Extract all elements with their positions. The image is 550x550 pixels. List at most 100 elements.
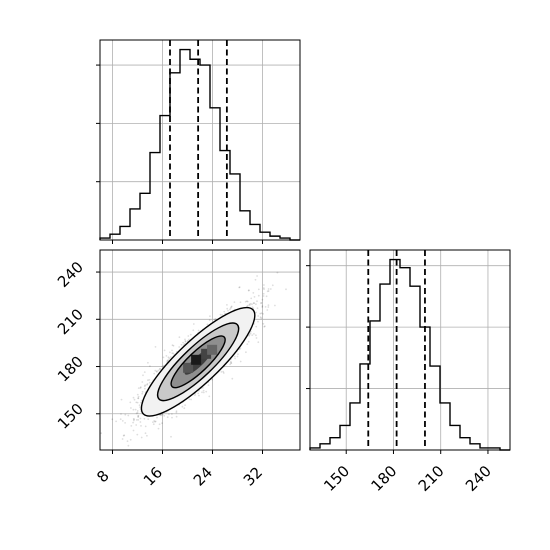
scatter-point [266,309,269,311]
density-peak-cell [191,354,202,365]
scatter-point [121,420,124,422]
scatter-point [171,352,174,355]
scatter-point [260,302,262,305]
scatter-point [144,387,146,390]
scatter-point [180,343,183,346]
scatter-point [134,408,137,411]
scatter-point [276,271,279,274]
scatter-point [255,303,257,306]
scatter-point [171,349,173,352]
scatter-point [140,436,143,439]
scatter-point [233,301,236,303]
scatter-point [248,289,250,292]
scatter-point [183,407,186,410]
scatter-point [269,288,272,290]
scatter-point [184,340,187,342]
scatter-point [226,307,229,310]
scatter-point [161,422,163,424]
scatter-point [159,368,161,370]
scatter-point [267,306,270,308]
histogram-y-gridlines [310,250,510,450]
scatter-point [188,338,190,341]
scatter-point [166,416,169,419]
scatter-point [255,325,258,328]
scatter-point [256,307,259,310]
histogram-y-steps [309,258,510,451]
scatter-point [135,424,138,426]
scatter-point [201,391,203,394]
scatter-point [156,416,158,419]
scatter-point [247,289,250,292]
scatter-point [285,288,287,291]
scatter-point [238,286,241,288]
scatter-point [167,359,170,362]
scatter-point [130,425,133,427]
scatter-point [139,387,142,389]
scatter-point [252,292,255,294]
scatter-point [266,290,269,293]
scatter-point [132,408,135,411]
scatter-point [263,288,265,291]
scatter-point [253,333,255,335]
scatter-point [207,384,210,386]
histogram-panel-x [96,39,301,244]
scatter-point [230,305,233,308]
scatter-point [129,438,132,441]
scatter-point [194,394,196,396]
scatter-point [137,415,140,418]
density-contour [156,322,240,402]
scatter-point [247,340,250,343]
scatter-point [262,295,265,297]
scatter-point [147,379,149,382]
scatter-point [139,406,142,408]
density-contour [140,306,256,417]
scatter-point [202,389,205,392]
scatter-point [239,360,242,363]
scatter-point [267,290,270,292]
scatter-point [229,363,232,366]
scatter-point [135,412,138,415]
scatter-point [192,329,195,332]
scatter-point [238,286,241,289]
scatter-point [255,334,257,337]
scatter-point [158,423,161,426]
scatter-point [143,371,146,373]
scatter-point [127,444,130,447]
scatter-point [226,304,228,306]
scatter-point [265,295,268,298]
scatter-point [230,362,232,364]
scatter-point [175,411,178,414]
scatter-point [154,369,157,372]
scatter-point [156,370,158,373]
scatter-point [171,344,174,347]
scatter-point [172,352,175,355]
scatter-point [137,387,140,389]
scatter-point [198,394,200,397]
scatter-point [239,301,242,304]
scatter-point [248,333,251,336]
scatter-point [233,355,236,358]
scatter-point [246,304,249,307]
scatter-point [159,368,162,371]
scatter-point [161,413,164,416]
scatter-point [182,341,185,344]
scatter-point [138,404,141,407]
scatter-point [184,340,187,343]
scatter-point [205,390,208,393]
scatter-point [257,341,260,344]
scatter-point [261,305,264,307]
scatter-point [223,310,226,313]
scatter-point [141,390,144,393]
scatter-point [146,434,148,437]
scatter-point [132,429,135,432]
scatter-point [152,421,154,423]
scatter-point [124,422,126,424]
scatter-point [161,365,164,368]
scatter-point [230,360,232,363]
scatter-point [132,396,135,399]
scatter-point [136,411,139,414]
scatter-point [262,292,265,295]
scatter-point [271,284,274,287]
